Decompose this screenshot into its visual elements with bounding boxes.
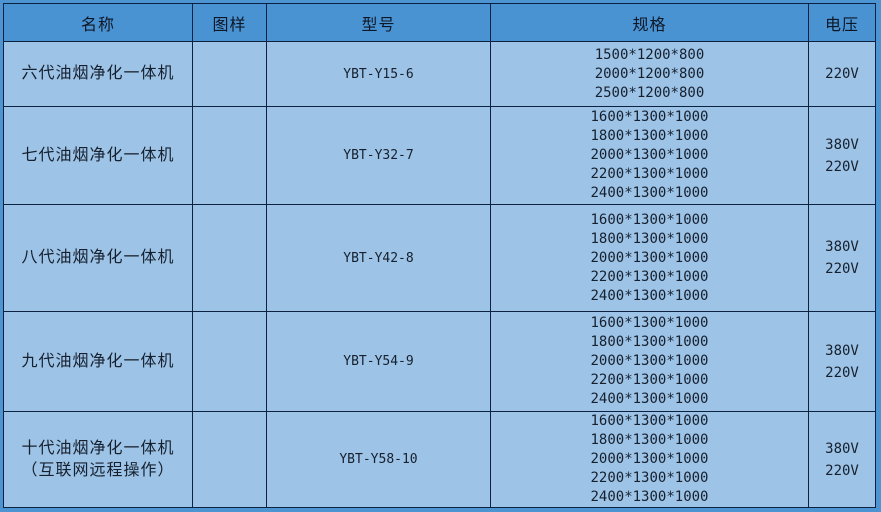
product-model: YBT-Y15-6	[266, 41, 491, 107]
voltage-line: 220V	[825, 462, 859, 479]
spec-line: 2000*1200*800	[594, 65, 705, 82]
table-row: 七代油烟净化一体机 YBT-Y32-7 1600*1300*1000 1800*…	[3, 106, 876, 205]
voltage-line: 380V	[825, 239, 859, 255]
spec-line: 2400*1300*1000	[590, 185, 709, 201]
product-model: YBT-Y54-9	[266, 311, 491, 412]
spec-line: 2200*1300*1000	[590, 268, 709, 285]
spec-line: 1600*1300*1000	[590, 211, 709, 228]
header-spec: 规格	[490, 3, 809, 42]
spec-line: 2200*1300*1000	[590, 166, 709, 182]
spec-line: 1600*1300*1000	[590, 109, 709, 125]
product-specs: 1600*1300*1000 1800*1300*1000 2000*1300*…	[490, 311, 809, 412]
product-image-cell	[192, 204, 267, 312]
voltage-line: 380V	[825, 440, 859, 457]
spec-line: 1600*1300*1000	[590, 413, 709, 429]
product-name: 十代油烟净化一体机 （互联网远程操作）	[3, 411, 193, 508]
product-specs: 1600*1300*1000 1800*1300*1000 2000*1300*…	[490, 411, 809, 508]
spec-line: 1500*1200*800	[594, 46, 705, 63]
product-name-line: 十代油烟净化一体机	[21, 439, 175, 457]
header-model: 型号	[266, 3, 491, 42]
header-image: 图样	[192, 3, 267, 42]
voltage-line: 220V	[825, 261, 859, 277]
spec-line: 2500*1200*800	[594, 84, 705, 101]
product-name: 八代油烟净化一体机	[3, 204, 193, 312]
product-model: YBT-Y32-7	[266, 106, 491, 205]
header-name: 名称	[3, 3, 193, 42]
product-voltage: 380V 220V	[808, 204, 876, 312]
product-voltage: 380V 220V	[808, 411, 876, 508]
product-model: YBT-Y42-8	[266, 204, 491, 312]
table-row: 六代油烟净化一体机 YBT-Y15-6 1500*1200*800 2000*1…	[3, 41, 876, 107]
product-image-cell	[192, 411, 267, 508]
table-row: 八代油烟净化一体机 YBT-Y42-8 1600*1300*1000 1800*…	[3, 204, 876, 312]
product-name: 六代油烟净化一体机	[3, 41, 193, 107]
header-voltage: 电压	[808, 3, 876, 42]
product-model: YBT-Y58-10	[266, 411, 491, 508]
product-name: 九代油烟净化一体机	[3, 311, 193, 412]
voltage-line: 220V	[825, 364, 859, 381]
table-row: 十代油烟净化一体机 （互联网远程操作） YBT-Y58-10 1600*1300…	[3, 411, 876, 508]
spec-line: 1800*1300*1000	[590, 230, 709, 247]
spec-line: 2200*1300*1000	[590, 470, 709, 486]
product-image-cell	[192, 106, 267, 205]
spec-line: 2000*1300*1000	[590, 353, 709, 369]
product-spec-table: 名称 图样 型号 规格 电压 六代油烟净化一体机 YBT-Y15-6 1500*…	[3, 3, 876, 508]
header-row: 名称 图样 型号 规格 电压	[3, 3, 876, 42]
voltage-line: 220V	[825, 158, 859, 175]
product-specs: 1600*1300*1000 1800*1300*1000 2000*1300*…	[490, 106, 809, 205]
product-name: 七代油烟净化一体机	[3, 106, 193, 205]
spec-line: 2400*1300*1000	[590, 489, 709, 505]
spec-line: 2200*1300*1000	[590, 372, 709, 388]
spec-line: 2400*1300*1000	[590, 391, 709, 407]
spec-line: 2400*1300*1000	[590, 287, 709, 304]
product-specs: 1600*1300*1000 1800*1300*1000 2000*1300*…	[490, 204, 809, 312]
product-name-note: （互联网远程操作）	[21, 461, 175, 479]
spec-line: 2000*1300*1000	[590, 249, 709, 266]
product-voltage: 380V 220V	[808, 311, 876, 412]
product-voltage: 220V	[808, 41, 876, 107]
product-image-cell	[192, 311, 267, 412]
spec-line: 1800*1300*1000	[590, 432, 709, 448]
spec-line: 2000*1300*1000	[590, 147, 709, 163]
spec-line: 1600*1300*1000	[590, 315, 709, 331]
spec-line: 1800*1300*1000	[590, 334, 709, 350]
product-image-cell	[192, 41, 267, 107]
product-voltage: 380V 220V	[808, 106, 876, 205]
voltage-line: 380V	[825, 136, 859, 153]
voltage-line: 380V	[825, 342, 859, 359]
spec-line: 1800*1300*1000	[590, 128, 709, 144]
spec-line: 2000*1300*1000	[590, 451, 709, 467]
table-row: 九代油烟净化一体机 YBT-Y54-9 1600*1300*1000 1800*…	[3, 311, 876, 412]
voltage-line: 220V	[825, 66, 859, 82]
product-specs: 1500*1200*800 2000*1200*800 2500*1200*80…	[490, 41, 809, 107]
